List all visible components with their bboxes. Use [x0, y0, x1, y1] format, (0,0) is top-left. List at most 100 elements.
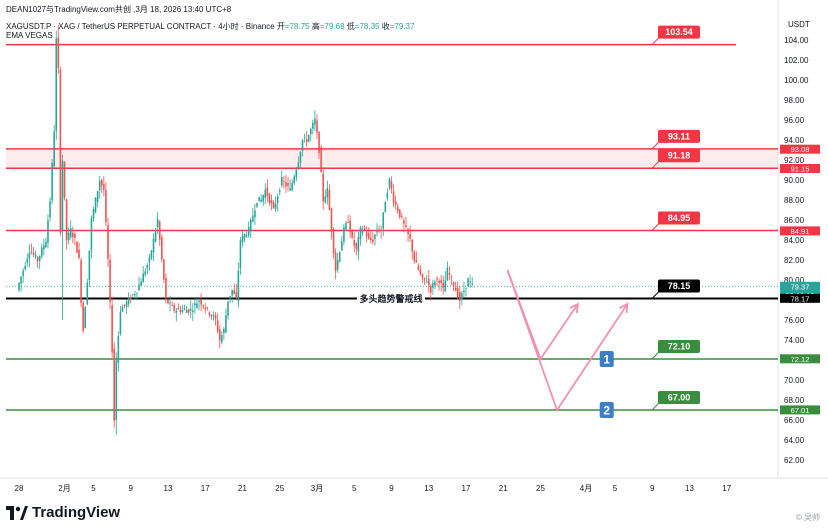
candle [51, 158, 53, 205]
candle [26, 253, 29, 267]
candle-body [461, 292, 463, 300]
candle [378, 225, 380, 234]
candle-body [409, 233, 411, 239]
candle [163, 258, 165, 284]
candle-body [235, 292, 238, 299]
scenario-1-projection [506, 269, 579, 361]
candle [370, 230, 372, 244]
candle-body [303, 137, 306, 139]
candle [187, 308, 190, 316]
candle [59, 66, 62, 237]
candle [154, 227, 157, 243]
candle-body [283, 180, 285, 182]
resistance-zone [6, 148, 778, 169]
level-label: 103.54 [651, 25, 700, 45]
candle-body [30, 252, 33, 254]
candle [109, 254, 111, 310]
candle-body [471, 283, 474, 285]
candle [458, 285, 461, 309]
candle-body [115, 360, 118, 420]
candle [175, 307, 178, 322]
candle-body [276, 196, 279, 204]
candle [185, 305, 188, 314]
candle-body [268, 193, 271, 203]
candle-body [299, 152, 302, 163]
candle-body [370, 237, 372, 240]
candle-body [59, 69, 62, 233]
candle [212, 311, 215, 321]
candle [351, 228, 353, 240]
candle-body [442, 282, 445, 288]
candle-body [465, 287, 467, 289]
candle-body [55, 38, 58, 132]
candle [90, 215, 93, 259]
candle-body [260, 199, 262, 202]
candle-body [127, 297, 130, 304]
candle-body [146, 265, 149, 269]
indicator-legend[interactable]: EMA VEGAS [6, 31, 53, 40]
candle [301, 139, 304, 157]
candle-body [78, 249, 80, 259]
candle [181, 304, 184, 314]
candle-body [22, 270, 24, 277]
scenario-marker-text: 2 [603, 404, 610, 418]
candle-body [47, 220, 49, 243]
candle-body [100, 179, 103, 186]
candle-body [434, 281, 436, 286]
candle [189, 300, 192, 319]
candle-body [256, 202, 258, 207]
candle [376, 223, 378, 237]
candle [355, 242, 358, 256]
candle-body [38, 255, 41, 261]
candle [34, 250, 37, 260]
candle-body [150, 250, 153, 259]
projection-line [506, 269, 629, 412]
candle-body [119, 312, 122, 335]
candle-body [338, 252, 341, 262]
candle [382, 212, 385, 237]
candle [115, 352, 118, 435]
candle-body [214, 315, 217, 319]
candle [107, 217, 109, 268]
candle [291, 179, 293, 192]
candle [268, 192, 271, 206]
candle [299, 151, 302, 168]
candle [119, 305, 122, 336]
candle [312, 119, 314, 135]
candle-body [287, 182, 289, 187]
candle [36, 255, 39, 268]
candle-body [456, 287, 459, 298]
candle-body [144, 271, 147, 275]
candle-body [88, 250, 91, 281]
candle-body [24, 265, 27, 270]
candle [28, 244, 31, 268]
tradingview-brand[interactable]: TradingView [6, 504, 120, 521]
y-tick-label: 74.00 [784, 336, 805, 345]
candle [293, 174, 296, 185]
candle-body [212, 315, 215, 317]
level-label-text: 93.11 [668, 131, 690, 141]
level-label: 84.95 [651, 211, 700, 231]
candle [200, 293, 202, 312]
candle-body [216, 320, 219, 332]
candle [421, 273, 424, 284]
candle-body [403, 220, 405, 224]
candle [305, 131, 308, 147]
candle-body [187, 309, 190, 313]
candle [465, 287, 467, 297]
axis-price-tag: 67.01 [780, 405, 820, 415]
y-tick-label: 64.00 [784, 436, 805, 445]
candle-body [436, 277, 438, 280]
candle [72, 226, 74, 244]
candle [392, 184, 395, 208]
candle [55, 30, 58, 141]
candle-body [330, 208, 333, 233]
candle [374, 233, 376, 246]
candle [307, 134, 310, 143]
candle [74, 231, 76, 246]
candle-body [34, 254, 37, 257]
candle-body [249, 219, 252, 232]
candle-body [158, 221, 161, 240]
candle [367, 227, 370, 240]
